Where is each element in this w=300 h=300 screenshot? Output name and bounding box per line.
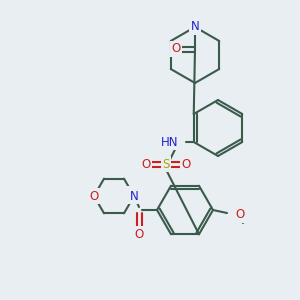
Text: O: O — [141, 158, 150, 170]
Text: N: N — [190, 20, 200, 34]
Text: O: O — [235, 208, 244, 221]
Text: O: O — [181, 158, 190, 170]
Text: O: O — [171, 43, 181, 56]
Text: N: N — [130, 190, 138, 202]
Text: S: S — [162, 158, 169, 170]
Text: N: N — [128, 188, 136, 200]
Text: HN: HN — [161, 136, 179, 148]
Text: O: O — [89, 190, 99, 202]
Text: O: O — [134, 227, 144, 241]
